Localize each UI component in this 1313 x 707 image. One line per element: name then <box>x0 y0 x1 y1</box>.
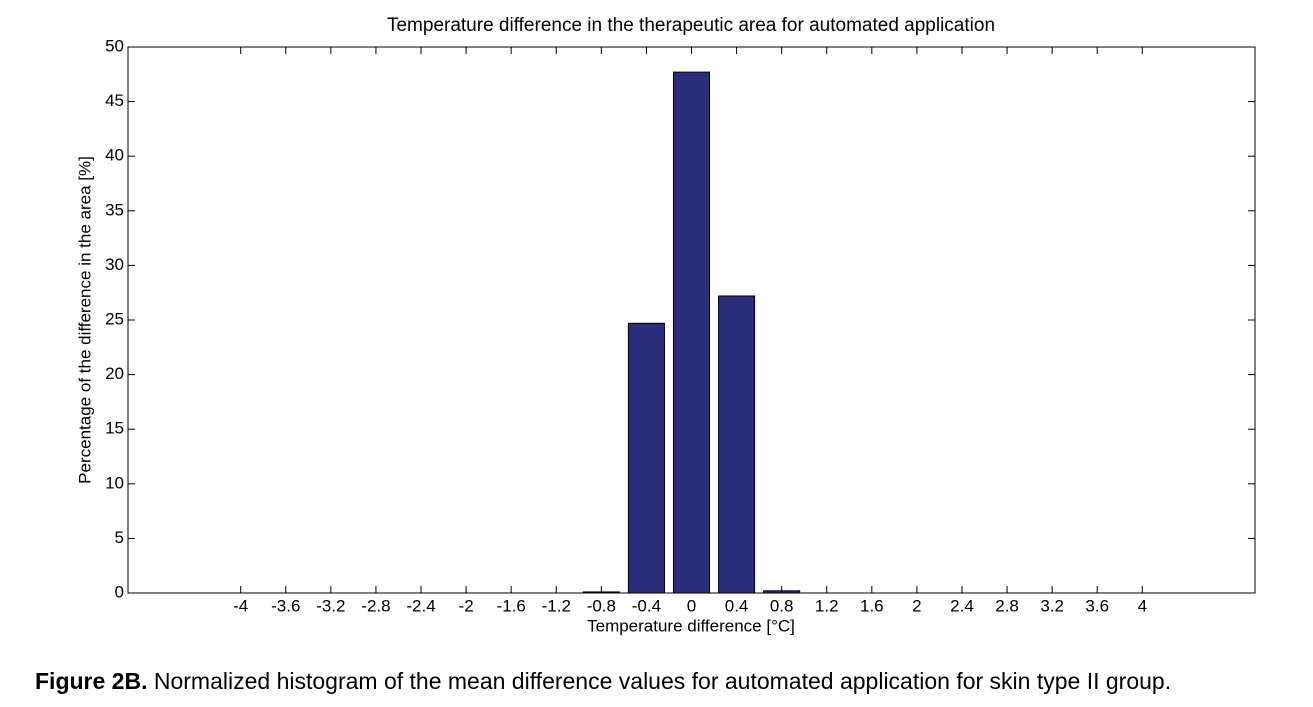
x-tick-label: 2.4 <box>950 596 974 615</box>
x-tick-label: -0.8 <box>587 596 616 615</box>
x-tick-label: 1.6 <box>860 596 884 615</box>
caption-label: Figure 2B. <box>35 668 148 694</box>
y-tick-label: 15 <box>105 419 124 438</box>
bar <box>582 591 620 594</box>
x-tick-label: -4 <box>233 596 248 615</box>
x-tick-label: 0.4 <box>725 596 749 615</box>
y-tick-label: 30 <box>105 255 124 274</box>
bar <box>718 295 756 594</box>
y-tick-label: 5 <box>115 528 124 547</box>
x-tick-label: -2.8 <box>361 596 390 615</box>
y-tick-label: 40 <box>105 146 124 165</box>
x-tick-label: 2 <box>912 596 921 615</box>
x-tick-label: 0.8 <box>770 596 794 615</box>
y-tick-label: 25 <box>105 309 124 328</box>
x-tick-label: 1.2 <box>815 596 839 615</box>
x-tick-label: -3.2 <box>316 596 345 615</box>
x-tick-label: -0.4 <box>632 596 661 615</box>
caption-text: Normalized histogram of the mean differe… <box>153 668 1172 694</box>
y-tick-label: 0 <box>115 582 124 601</box>
bar <box>672 71 711 594</box>
y-tick-label: 50 <box>105 36 124 55</box>
y-tick-label: 45 <box>105 91 124 110</box>
caption: Figure 2B. Normalized histogram of the m… <box>35 668 1171 695</box>
x-tick-label: -1.6 <box>497 596 526 615</box>
bar <box>763 590 801 594</box>
x-tick-label: 3.6 <box>1085 596 1109 615</box>
x-tick-label: 0 <box>687 596 696 615</box>
x-tick-label: -3.6 <box>271 596 300 615</box>
x-axis-label: Temperature difference [°C] <box>587 616 795 635</box>
x-tick-label: -2.4 <box>406 596 435 615</box>
x-tick-label: 3.2 <box>1040 596 1064 615</box>
x-tick-label: 2.8 <box>995 596 1019 615</box>
y-tick-label: 20 <box>105 364 124 383</box>
x-tick-label: 4 <box>1138 596 1147 615</box>
chart: Temperature difference in the therapeuti… <box>75 15 1256 635</box>
y-axis-label: Percentage of the difference in the area… <box>75 156 94 484</box>
y-tick-label: 35 <box>105 200 124 219</box>
y-tick-label: 10 <box>105 473 124 492</box>
bar <box>627 322 665 594</box>
x-tick-label: -1.2 <box>542 596 571 615</box>
x-tick-label: -2 <box>459 596 474 615</box>
chart-title: Temperature difference in the therapeuti… <box>387 15 995 36</box>
